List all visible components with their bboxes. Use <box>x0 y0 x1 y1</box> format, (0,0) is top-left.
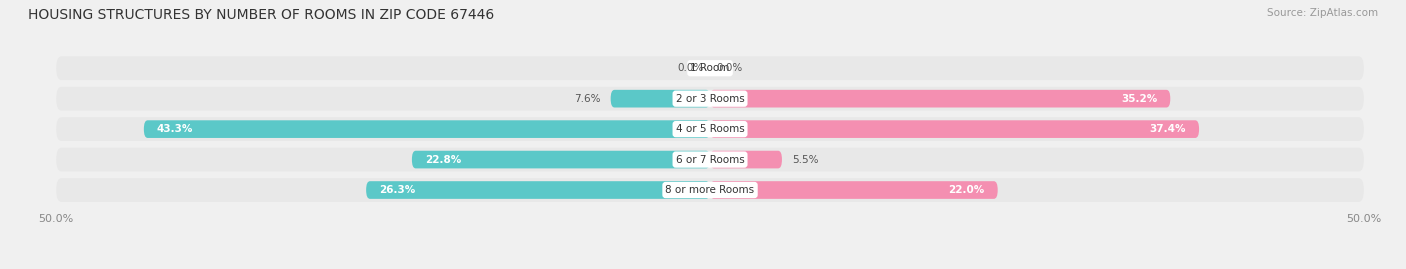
Text: 26.3%: 26.3% <box>380 185 415 195</box>
FancyBboxPatch shape <box>56 56 1364 80</box>
FancyBboxPatch shape <box>56 87 1364 111</box>
Text: 1 Room: 1 Room <box>690 63 730 73</box>
Text: 22.8%: 22.8% <box>425 155 461 165</box>
FancyBboxPatch shape <box>710 181 998 199</box>
FancyBboxPatch shape <box>610 90 710 108</box>
Text: HOUSING STRUCTURES BY NUMBER OF ROOMS IN ZIP CODE 67446: HOUSING STRUCTURES BY NUMBER OF ROOMS IN… <box>28 8 495 22</box>
FancyBboxPatch shape <box>56 178 1364 202</box>
Text: 0.0%: 0.0% <box>678 63 703 73</box>
Text: 8 or more Rooms: 8 or more Rooms <box>665 185 755 195</box>
Text: Source: ZipAtlas.com: Source: ZipAtlas.com <box>1267 8 1378 18</box>
Text: 22.0%: 22.0% <box>949 185 984 195</box>
FancyBboxPatch shape <box>710 151 782 168</box>
FancyBboxPatch shape <box>56 148 1364 171</box>
Text: 5.5%: 5.5% <box>793 155 818 165</box>
FancyBboxPatch shape <box>412 151 710 168</box>
Text: 6 or 7 Rooms: 6 or 7 Rooms <box>676 155 744 165</box>
FancyBboxPatch shape <box>143 120 710 138</box>
Text: 37.4%: 37.4% <box>1150 124 1187 134</box>
FancyBboxPatch shape <box>710 120 1199 138</box>
FancyBboxPatch shape <box>710 90 1170 108</box>
Text: 43.3%: 43.3% <box>157 124 193 134</box>
FancyBboxPatch shape <box>56 117 1364 141</box>
Text: 7.6%: 7.6% <box>574 94 600 104</box>
Text: 35.2%: 35.2% <box>1121 94 1157 104</box>
Text: 0.0%: 0.0% <box>717 63 742 73</box>
FancyBboxPatch shape <box>366 181 710 199</box>
Text: 2 or 3 Rooms: 2 or 3 Rooms <box>676 94 744 104</box>
Text: 4 or 5 Rooms: 4 or 5 Rooms <box>676 124 744 134</box>
